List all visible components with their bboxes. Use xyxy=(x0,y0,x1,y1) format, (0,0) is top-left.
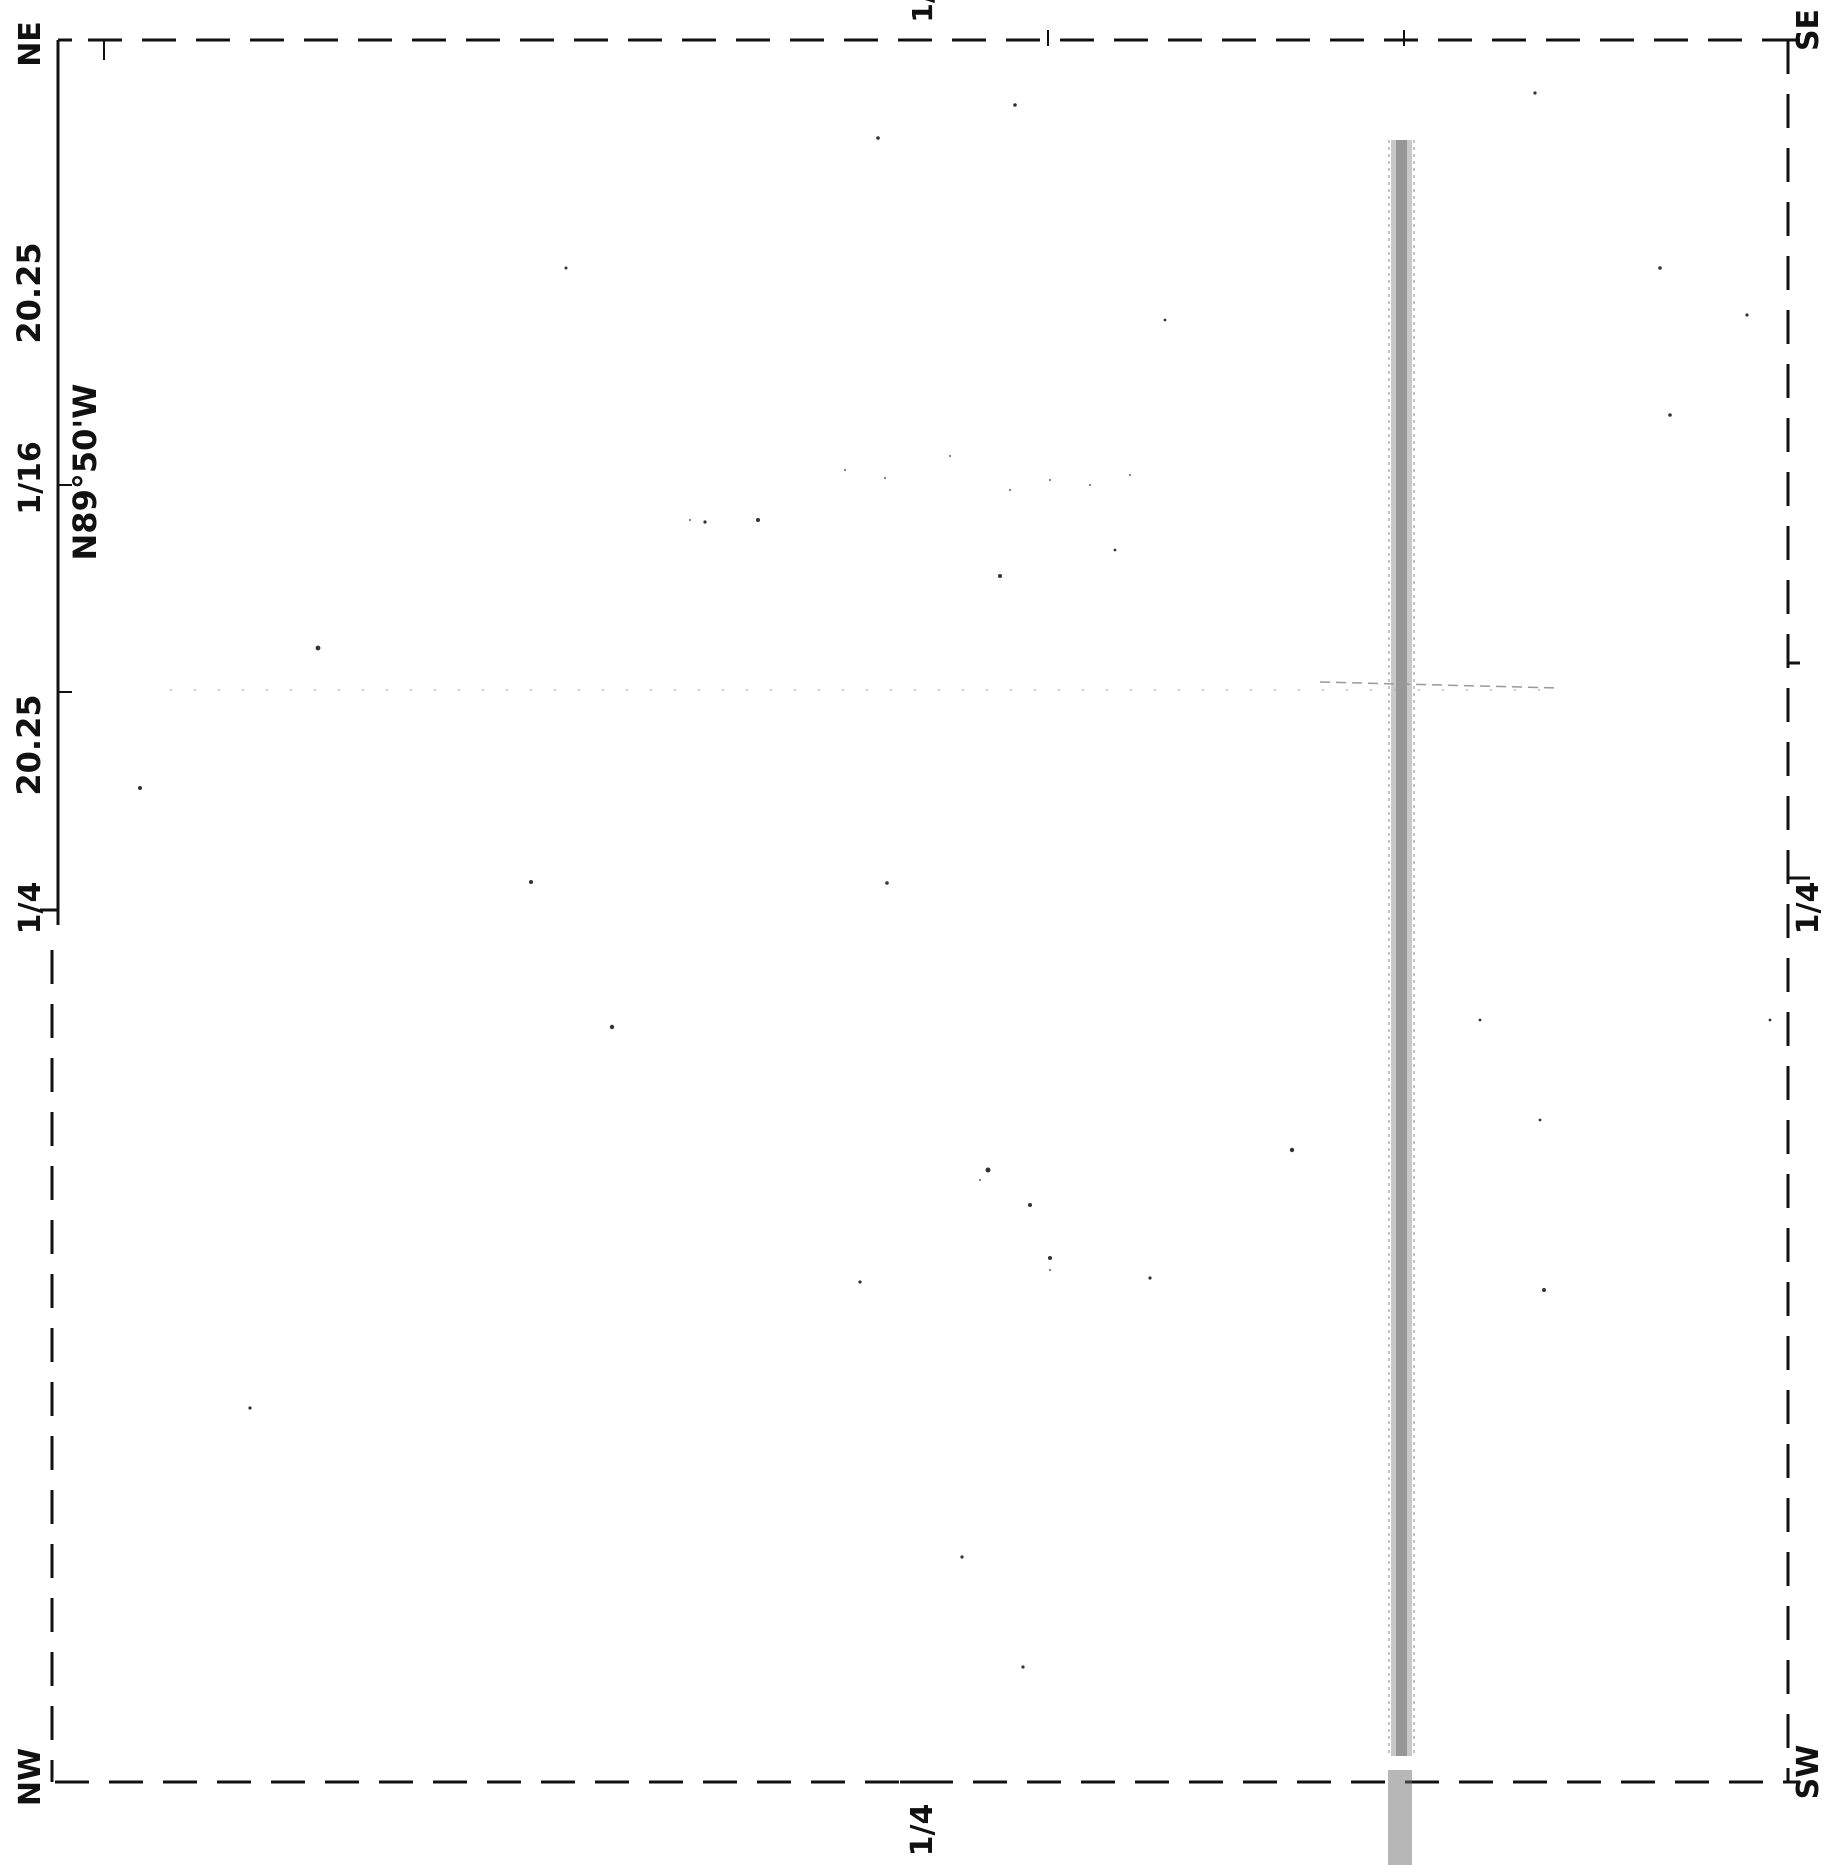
speck xyxy=(978,1178,982,1182)
speck xyxy=(985,1167,991,1173)
speck xyxy=(703,520,707,524)
north-quarter-mark: 1/4 xyxy=(906,0,939,23)
west-sixteenth-mark: 1/16 xyxy=(13,441,48,515)
speck xyxy=(1128,473,1132,477)
speck xyxy=(1048,478,1052,482)
speck xyxy=(1008,488,1012,492)
speck xyxy=(1021,1665,1025,1669)
speck xyxy=(1163,318,1167,322)
road xyxy=(1388,140,1415,1865)
speck xyxy=(1668,413,1672,417)
corner-label-se: SE xyxy=(1791,9,1826,51)
speck xyxy=(1478,1018,1482,1022)
west-distance-lower: 20.25 xyxy=(10,694,48,795)
east-quarter-mark: 1/4 xyxy=(1791,882,1826,935)
road-band xyxy=(1391,140,1412,1756)
speck xyxy=(529,880,533,884)
speck xyxy=(1289,1147,1295,1153)
speck xyxy=(138,786,142,790)
south-quarter-mark: 1/4 xyxy=(905,1804,940,1857)
speck xyxy=(843,468,847,472)
west-distance-upper: 20.25 xyxy=(10,242,48,343)
speck xyxy=(688,518,692,522)
west-quarter-mark: 1/4 xyxy=(13,882,48,935)
speck xyxy=(1538,1118,1542,1122)
speck xyxy=(1768,1018,1772,1022)
road-crossing-trace xyxy=(1319,681,1561,689)
speck xyxy=(960,1555,964,1559)
speck xyxy=(876,136,880,140)
speck xyxy=(756,518,760,522)
speck xyxy=(609,1024,615,1030)
scan-dots-upper xyxy=(688,454,1132,1272)
speck xyxy=(858,1280,862,1284)
speck xyxy=(1542,1288,1546,1292)
speck xyxy=(1745,313,1749,317)
road-core xyxy=(1396,140,1407,1756)
speck xyxy=(1013,103,1017,107)
speck xyxy=(1028,1203,1032,1207)
speck xyxy=(1658,266,1662,270)
speck xyxy=(1533,91,1537,95)
speck xyxy=(1088,483,1092,487)
speck xyxy=(885,881,889,885)
corner-label-nw: NW xyxy=(13,1748,48,1806)
corner-label-sw: SW xyxy=(1791,1745,1826,1800)
west-bearing: N89°50'W xyxy=(66,384,104,561)
speck xyxy=(883,476,887,480)
speck xyxy=(1113,548,1117,552)
corner-label-ne: NE xyxy=(13,21,48,67)
speck xyxy=(1048,1256,1052,1260)
speck xyxy=(998,574,1002,578)
road-crossing-south xyxy=(1388,1770,1412,1865)
speck xyxy=(315,645,321,651)
speck xyxy=(248,1406,252,1410)
speck xyxy=(1148,1276,1152,1280)
speck xyxy=(564,266,568,270)
speck xyxy=(948,454,952,458)
scan-specks xyxy=(138,91,1772,1669)
speck xyxy=(1048,1268,1052,1272)
